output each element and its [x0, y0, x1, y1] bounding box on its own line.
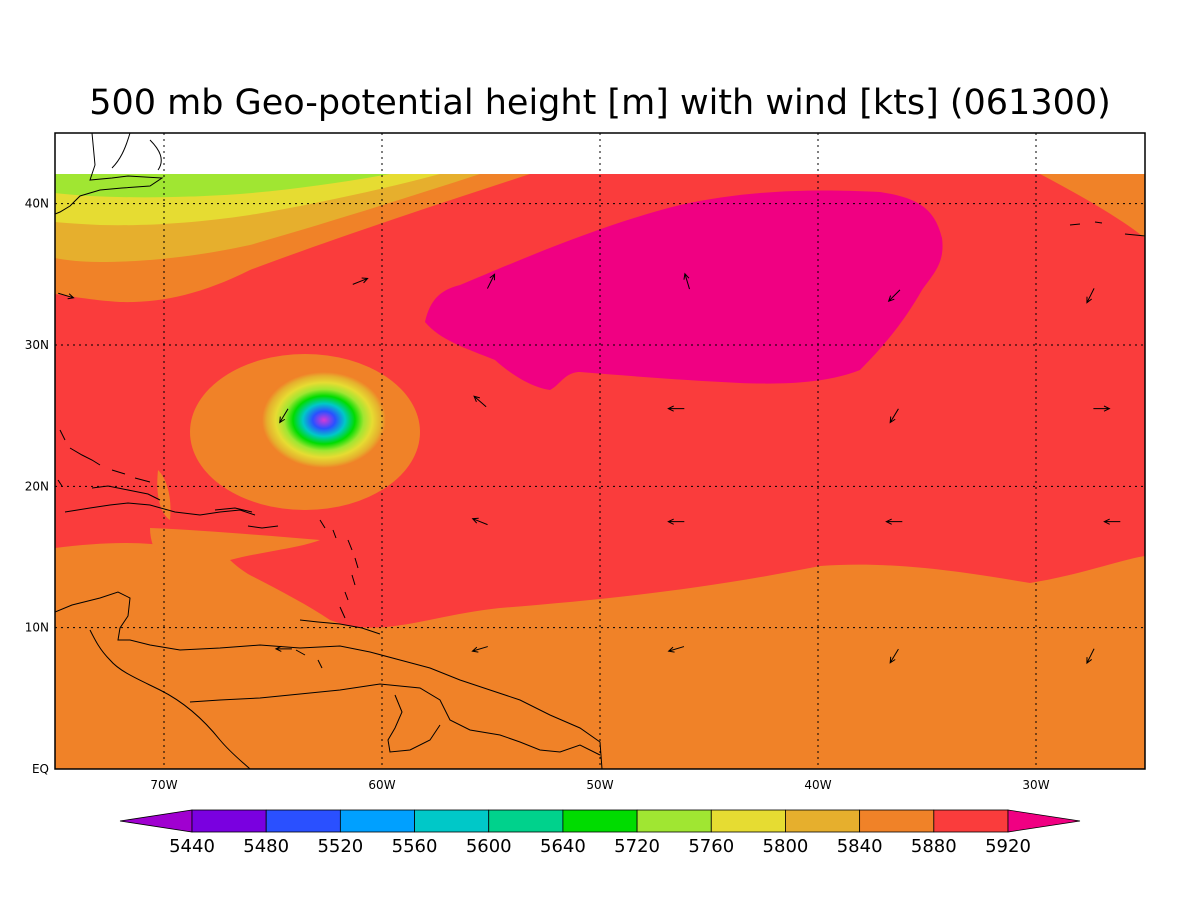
colorbar-box-3	[339, 809, 415, 833]
wind-vectors	[58, 272, 1121, 665]
wind-arrow-12	[885, 518, 903, 525]
coastline-lesser-antilles	[295, 519, 381, 669]
lat-label-2: 20N	[25, 479, 49, 493]
lon-label-3: 40W	[804, 778, 831, 792]
band-5920-high	[425, 190, 943, 390]
chart-title: 500 mb Geo-potential height [m] with win…	[89, 83, 1111, 123]
longitude-labels: 70W 60W 50W 40W 30W	[150, 778, 1049, 792]
colorbar-label-11: 5920	[985, 836, 1031, 857]
wind-arrow-5	[279, 408, 289, 424]
colorbar-label-6: 5720	[614, 836, 660, 857]
band-5840-peninsula	[157, 470, 171, 520]
colorbar-box-8	[710, 809, 786, 833]
colorbar-box-2	[265, 809, 341, 833]
wind-arrow-3	[887, 289, 901, 303]
wind-arrow-8	[889, 408, 899, 424]
plot-frame	[54, 132, 1146, 770]
wind-arrow-18	[1086, 648, 1095, 665]
colorbar-box-10	[859, 809, 935, 833]
colorbar-label-2: 5520	[317, 836, 363, 857]
wind-arrow-17	[889, 648, 899, 664]
band-5840-caribbean	[150, 528, 320, 611]
colorbar-label-9: 5840	[837, 836, 883, 857]
band-5840-northeast	[1040, 174, 1145, 238]
colorbar-low-end	[119, 809, 193, 833]
lat-label-4: 40N	[25, 197, 49, 211]
lat-label-3: 30N	[25, 338, 49, 352]
coastline-bahamas	[57, 429, 151, 487]
wind-arrow-0	[352, 277, 369, 285]
colorbar-label-8: 5800	[763, 836, 809, 857]
band-5720-north	[55, 174, 390, 198]
colorbar-label-5: 5640	[540, 836, 586, 857]
colorbar-box-1	[191, 809, 267, 833]
lat-lon-grid	[55, 133, 1145, 769]
coastline-azores	[1069, 221, 1145, 237]
wind-arrow-13	[1103, 518, 1121, 525]
wind-arrow-11	[667, 518, 685, 525]
wind-arrow-19	[58, 292, 75, 300]
colorbar-label-4: 5600	[466, 836, 512, 857]
colorbar-box-5	[488, 809, 564, 833]
wind-arrow-10	[471, 517, 488, 526]
lat-label-1: 10N	[25, 621, 49, 635]
colorbar-label-10: 5880	[911, 836, 957, 857]
colorbar-label-7: 5760	[688, 836, 734, 857]
colorbar-label-1: 5480	[243, 836, 289, 857]
colorbar-box-7	[636, 809, 712, 833]
colorbar: 5440 5480 5520 5560 5600 5640 5720 5760 5800 5840…	[119, 809, 1081, 857]
lon-label-0: 70W	[150, 778, 177, 792]
wind-arrow-7	[667, 405, 685, 412]
latitude-labels: EQ 10N 20N 30N 40N	[25, 197, 49, 776]
wind-arrow-1	[486, 273, 496, 289]
wind-arrow-9	[1093, 405, 1111, 412]
colorbar-label-0: 5440	[169, 836, 215, 857]
wind-arrow-16	[667, 646, 685, 653]
colorbar-label-3: 5560	[392, 836, 438, 857]
coastline-greater-antilles	[64, 485, 279, 529]
wind-arrow-14	[274, 645, 292, 652]
wind-arrow-15	[471, 646, 488, 653]
colorbar-box-6	[562, 809, 638, 833]
wind-arrow-4	[1086, 288, 1095, 304]
colorbar-box-11	[933, 809, 1009, 833]
colorbar-high-end	[1007, 809, 1081, 833]
lon-label-1: 60W	[368, 778, 395, 792]
coastline-north-america	[55, 133, 164, 215]
wind-arrow-2	[683, 272, 690, 290]
coastline-bolivar-basin	[189, 683, 601, 756]
lat-label-0: EQ	[32, 762, 49, 776]
lon-label-2: 50W	[586, 778, 613, 792]
coastline-south-america	[55, 591, 603, 769]
low-center	[262, 372, 386, 468]
colorbar-box-9	[785, 809, 861, 833]
lon-label-4: 30W	[1022, 778, 1049, 792]
coastlines	[55, 133, 1145, 769]
wind-arrow-6	[473, 395, 487, 408]
colorbar-box-4	[414, 809, 490, 833]
